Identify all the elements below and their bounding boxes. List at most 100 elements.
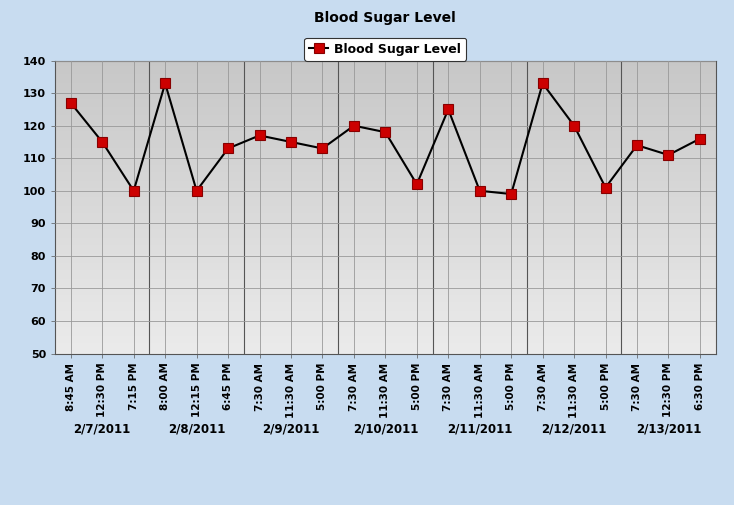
Bar	[55, 137, 716, 138]
Bar	[55, 75, 716, 77]
Bar	[55, 162, 716, 163]
Bar	[55, 254, 716, 256]
Bar	[55, 216, 716, 217]
Bar	[55, 103, 716, 105]
Bar	[55, 223, 716, 225]
Bar	[55, 270, 716, 272]
Bar	[55, 97, 716, 98]
Bar	[55, 296, 716, 298]
Bar	[55, 242, 716, 244]
Blood Sugar Level	[413, 181, 421, 187]
Bar	[55, 239, 716, 241]
Text: 2/13/2011: 2/13/2011	[636, 423, 701, 436]
Bar	[55, 179, 716, 181]
Bar	[55, 305, 716, 307]
Bar	[55, 340, 716, 342]
Bar	[55, 317, 716, 318]
Bar	[55, 127, 716, 128]
Bar	[55, 314, 716, 316]
Bar	[55, 226, 716, 228]
Bar	[55, 88, 716, 90]
Bar	[55, 119, 716, 121]
Bar	[55, 112, 716, 113]
Bar	[55, 345, 716, 346]
Bar	[55, 62, 716, 64]
Bar	[55, 69, 716, 71]
Bar	[55, 96, 716, 97]
Bar	[55, 285, 716, 286]
Bar	[55, 100, 716, 102]
Blood Sugar Level	[129, 188, 138, 194]
Text: 2/7/2011: 2/7/2011	[73, 423, 131, 436]
Bar	[55, 175, 716, 176]
Bar	[55, 153, 716, 155]
Bar	[55, 337, 716, 339]
Bar	[55, 71, 716, 72]
Bar	[55, 108, 716, 109]
Bar	[55, 279, 716, 280]
Blood Sugar Level	[381, 129, 390, 135]
Bar	[55, 201, 716, 203]
Bar	[55, 192, 716, 194]
Bar	[55, 67, 716, 68]
Bar	[55, 235, 716, 236]
Blood Sugar Level	[349, 123, 358, 129]
Bar	[55, 276, 716, 277]
Text: 2/11/2011: 2/11/2011	[447, 423, 512, 436]
Bar	[55, 156, 716, 157]
Bar	[55, 77, 716, 78]
Bar	[55, 90, 716, 91]
Bar	[55, 84, 716, 85]
Bar	[55, 189, 716, 191]
Bar	[55, 197, 716, 198]
Bar	[55, 225, 716, 226]
Bar	[55, 329, 716, 330]
Bar	[55, 178, 716, 179]
Bar	[55, 324, 716, 326]
Bar	[55, 228, 716, 229]
Bar	[55, 249, 716, 251]
Bar	[55, 131, 716, 132]
Blood Sugar Level	[664, 152, 673, 158]
Bar	[55, 346, 716, 347]
Bar	[55, 326, 716, 327]
Bar	[55, 280, 716, 282]
Bar	[55, 289, 716, 290]
Bar	[55, 213, 716, 215]
Bar	[55, 132, 716, 134]
Blood Sugar Level	[255, 132, 264, 138]
Bar	[55, 333, 716, 334]
Bar	[55, 125, 716, 127]
Bar	[55, 257, 716, 259]
Blood Sugar Level	[570, 123, 578, 129]
Bar	[55, 274, 716, 276]
Bar	[55, 236, 716, 238]
Bar	[55, 61, 716, 62]
Blood Sugar Level	[476, 188, 484, 194]
Bar	[55, 269, 716, 270]
Bar	[55, 316, 716, 317]
Bar	[55, 252, 716, 254]
Bar	[55, 122, 716, 124]
Bar	[55, 299, 716, 301]
Bar	[55, 310, 716, 311]
Bar	[55, 173, 716, 175]
Bar	[55, 301, 716, 302]
Bar	[55, 140, 716, 141]
Bar	[55, 272, 716, 273]
Text: 2/10/2011: 2/10/2011	[352, 423, 418, 436]
Bar	[55, 144, 716, 145]
Bar	[55, 283, 716, 285]
Bar	[55, 72, 716, 74]
Blood Sugar Level	[601, 184, 610, 190]
Bar	[55, 350, 716, 352]
Bar	[55, 166, 716, 168]
Bar	[55, 332, 716, 333]
Bar	[55, 116, 716, 118]
Bar	[55, 68, 716, 69]
Bar	[55, 238, 716, 239]
Bar	[55, 343, 716, 345]
Bar	[55, 263, 716, 264]
Legend: Blood Sugar Level: Blood Sugar Level	[305, 37, 466, 61]
Bar	[55, 206, 716, 207]
